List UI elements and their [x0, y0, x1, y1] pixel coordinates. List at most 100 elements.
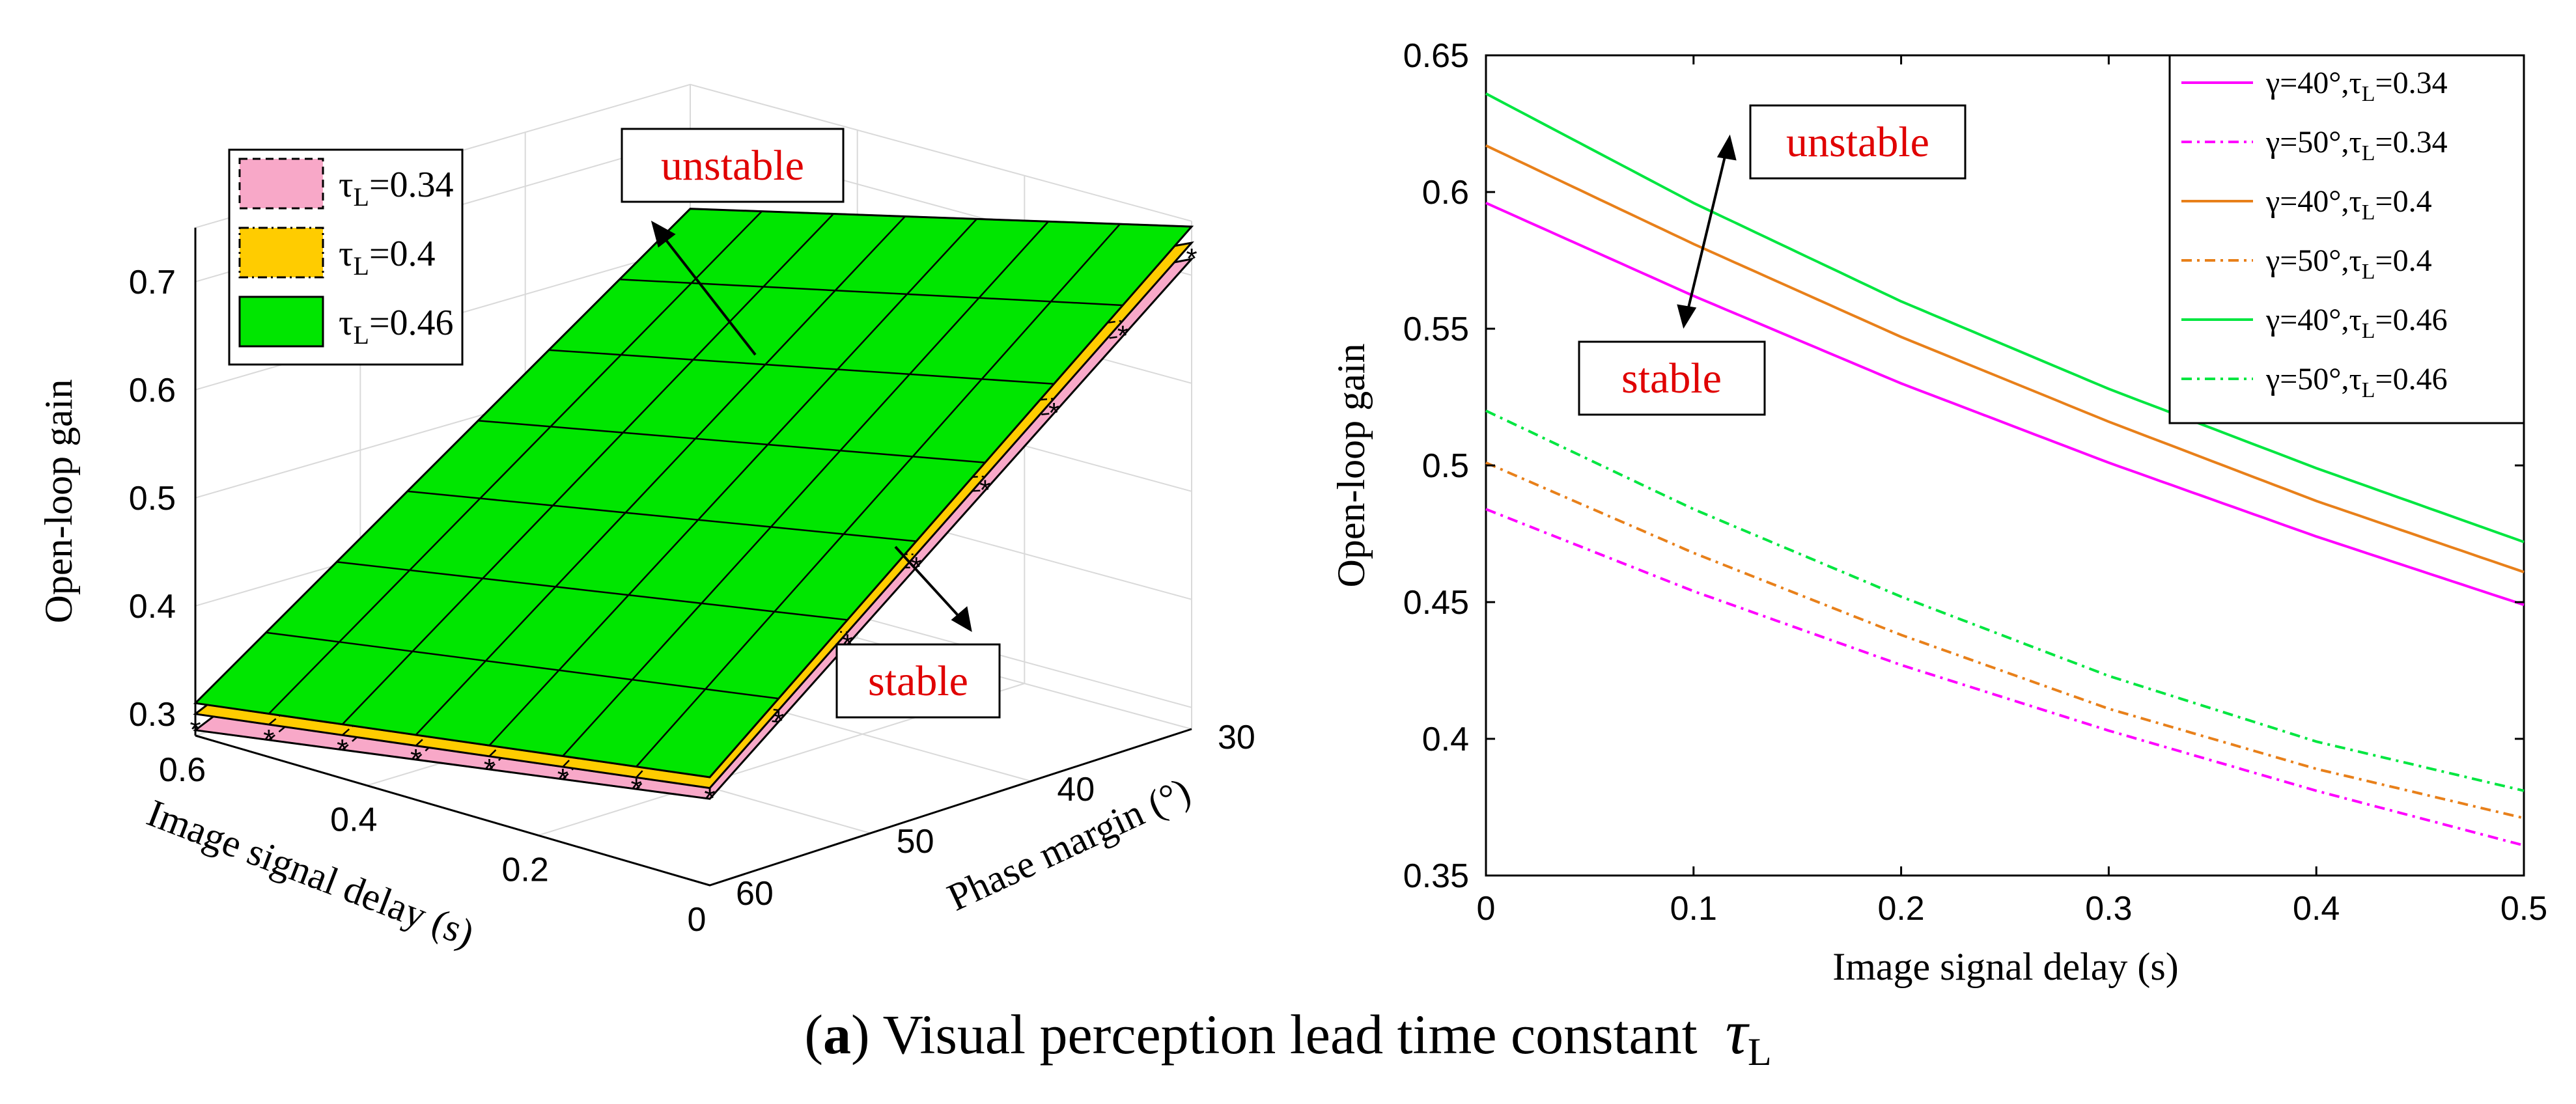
surface-mesh-line: [619, 278, 1123, 307]
caption-symbol: τ: [1725, 997, 1748, 1067]
surface-x-tick: 0: [688, 901, 707, 939]
line-y-tick: 0.6: [1422, 174, 1469, 212]
line-plot: 0 0.1 0.2 0.3 0.4 0.5 0.35 0.4 0.45 0.5 0.55 0.6 0.6…: [1330, 37, 2547, 988]
surface-y-tick: 50: [897, 823, 934, 861]
surface-mesh-line: [195, 713, 710, 789]
surface-3: [193, 208, 1194, 779]
line-y-tick: 0.4: [1422, 721, 1469, 758]
surface-mesh-line: [709, 242, 1192, 789]
line-stable-annotation: stable: [1578, 340, 1766, 416]
line-legend-label: γ=40°,τL=0.46: [2265, 303, 2448, 343]
surface-mesh-line: [337, 560, 848, 621]
surface-marker: *: [189, 714, 201, 746]
surface-mesh-line: [709, 258, 1192, 800]
line-series-5: [1485, 92, 2525, 544]
line-legend-label: γ=50°,τL=0.46: [2265, 362, 2448, 402]
surface-mesh-line: [548, 349, 1054, 385]
caption-label: a: [823, 1003, 852, 1066]
surface-marker: *: [484, 753, 495, 785]
surface-legend: τL=0.34 τL=0.4 τL=0.46: [228, 148, 464, 366]
line-series-3: [1485, 144, 2525, 573]
line-y-tick: 0.65: [1403, 37, 1469, 75]
surface-legend-label: τL=0.4: [339, 234, 436, 281]
surface-marker: *: [911, 551, 922, 583]
line-x-tick: 0.2: [1877, 890, 1924, 928]
surface-mesh-line: [709, 226, 1192, 778]
caption-text: Visual perception lead time constant: [882, 1003, 1698, 1066]
line-y-tick: 0.55: [1403, 310, 1469, 348]
line-series-6: [1485, 409, 2525, 792]
line-series-4: [1485, 461, 2525, 820]
surface-unstable-label: unstable: [661, 142, 804, 189]
surface-mesh-line: [341, 213, 834, 725]
surface-marker: *: [979, 474, 990, 506]
surface-mesh-line: [478, 419, 985, 463]
line-x-tick: 0.5: [2500, 890, 2547, 928]
figure-caption: (a) Visual perception lead time constant…: [804, 997, 1772, 1074]
surface-marker: *: [631, 773, 642, 805]
surface-z-tick: 0.3: [129, 696, 176, 734]
surface-marker: *: [704, 782, 715, 814]
surface-marker: *: [263, 724, 274, 756]
line-y-tick: 0.5: [1422, 447, 1469, 485]
line-series: [1485, 92, 2525, 847]
line-ylabel: Open-loop gain: [1330, 344, 1373, 588]
line-legend: γ=40°,τL=0.34 γ=50°,τL=0.34 γ=40°,τL=0.4 γ=…: [2168, 54, 2525, 424]
surface-z-tick: 0.7: [129, 264, 176, 301]
surface-marker: *: [1117, 320, 1128, 352]
surface-legend-label: τL=0.46: [339, 303, 454, 350]
surface-legend-label: τL=0.34: [339, 165, 454, 212]
surface-zlabel: Open-loop gain: [37, 380, 80, 624]
surface-marker: *: [410, 743, 421, 775]
surface-mesh-line: [415, 215, 906, 736]
line-legend-label: γ=40°,τL=0.4: [2265, 184, 2432, 225]
surface-arrows: [651, 221, 972, 632]
line-unstable-label: unstable: [1786, 118, 1929, 166]
surface-legend-swatch: [238, 158, 324, 210]
surface-stable-annotation: stable: [835, 643, 1001, 719]
surface-mesh-line: [407, 490, 917, 542]
surface-marker: *: [557, 763, 568, 795]
surface-mesh-line: [636, 223, 1121, 767]
line-legend-label: γ=50°,τL=0.4: [2265, 243, 2432, 284]
surface-z-tick: 0.5: [129, 480, 176, 518]
surface-z-tick: 0.4: [129, 588, 176, 626]
surface-stable-label: stable: [868, 657, 968, 705]
surface-unstable-annotation: unstable: [621, 128, 845, 203]
line-double-arrow: [1677, 134, 1737, 329]
surface-marker: *: [704, 782, 715, 814]
line-x-tick: 0.1: [1670, 890, 1717, 928]
surface-xlabel: Image signal delay (s): [141, 791, 480, 955]
surface-legend-swatch: [238, 296, 324, 348]
surface-mesh-line: [195, 729, 710, 800]
surface-mesh-line: [690, 208, 1192, 228]
line-x-tick: 0: [1477, 890, 1496, 928]
line-unstable-annotation: unstable: [1749, 104, 1967, 180]
line-tick-labels: 0 0.1 0.2 0.3 0.4 0.5 0.35 0.4 0.45 0.5 0.55 0.6 0.6…: [1403, 37, 2547, 928]
surface-x-tick: 0.4: [330, 801, 377, 839]
surface-plot: **************** 0.30.40.50.60.70.60.40.…: [37, 83, 1255, 955]
surface-x-tick: 0.2: [502, 851, 549, 889]
surface-z-tick: 0.6: [129, 372, 176, 409]
surface-x-tick: 0.6: [159, 751, 206, 789]
surface-mesh-line: [266, 631, 779, 700]
caption-symbol-sub: L: [1747, 1030, 1772, 1074]
surface-mesh-line: [195, 702, 710, 779]
surface-marker: *: [337, 734, 348, 766]
surface-mesh-line: [562, 221, 1049, 757]
line-series-1: [1485, 201, 2525, 607]
surface-mesh-line: [488, 218, 977, 747]
line-legend-label: γ=40°,τL=0.34: [2265, 66, 2448, 106]
surface-mesh-line: [195, 208, 691, 704]
line-xlabel: Image signal delay (s): [1832, 945, 2178, 988]
surface-mesh-line: [268, 210, 763, 715]
line-stable-label: stable: [1621, 355, 1722, 402]
surface-legend-swatch: [238, 227, 324, 279]
surface-y-tick: 60: [736, 875, 774, 913]
line-y-tick: 0.35: [1403, 857, 1469, 895]
surface-marker: *: [1186, 243, 1197, 275]
line-x-tick: 0.3: [2085, 890, 2132, 928]
line-x-tick: 0.4: [2293, 890, 2340, 928]
surface-layers: ****************: [189, 208, 1197, 814]
